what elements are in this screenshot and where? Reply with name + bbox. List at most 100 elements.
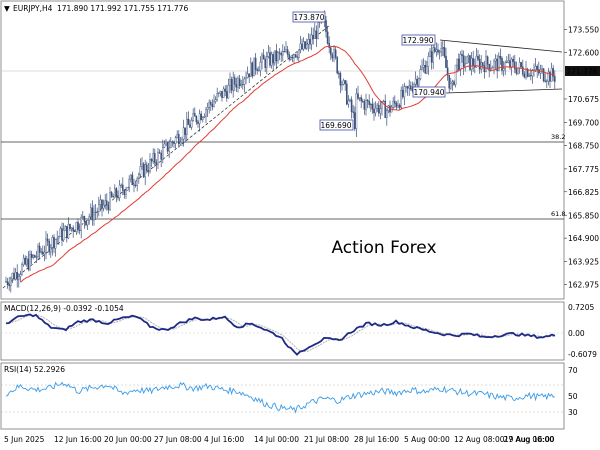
candle-body [459, 54, 462, 71]
time-tick-label: 20 Jun 00:00 [104, 435, 152, 444]
candle-body [483, 65, 486, 73]
current-price-tag-text: 171.776 [566, 67, 597, 76]
candle-body [58, 236, 60, 239]
time-tick-label: 5 Aug 00:00 [404, 435, 450, 444]
candle-body [467, 55, 470, 58]
candle-body [525, 68, 527, 78]
fib-level-38-label: 38.2 [551, 133, 565, 141]
candle-body [442, 47, 444, 49]
candle-body [371, 103, 374, 110]
candle-body [34, 255, 36, 258]
candle-body [430, 51, 433, 63]
candle-body [408, 85, 411, 89]
candle-body [482, 62, 484, 66]
candle-body [182, 127, 185, 140]
candle-body [341, 83, 343, 86]
candle-body [290, 57, 292, 60]
candle-body [201, 117, 204, 120]
time-tick-label: 4 Jul 16:00 [204, 435, 244, 444]
candle-body [136, 178, 139, 186]
candle-body [65, 226, 68, 239]
candle-body [294, 54, 297, 57]
time-tick-label: 27 Aug 00:00 [503, 435, 554, 444]
callout-170940-text: 170.940 [413, 88, 444, 97]
candle-body [355, 93, 358, 130]
candle-body [256, 69, 259, 71]
candle-body [22, 257, 25, 265]
candle-body [333, 49, 335, 59]
candle-body [451, 81, 454, 84]
candle-body [61, 228, 63, 241]
candle-body [254, 57, 257, 70]
header-arrow-icon[interactable]: ▼ [4, 4, 10, 13]
candle-body [317, 21, 319, 39]
callout-172990-text: 172.990 [402, 36, 433, 45]
price-tick-label: 163.925 [568, 258, 599, 267]
candle-body [158, 152, 161, 154]
candle-body [24, 257, 27, 265]
rsi-tick-70: 70 [568, 366, 578, 375]
candle-body [352, 111, 355, 113]
candle-body [32, 255, 34, 258]
candle-body [13, 273, 15, 280]
candle-body [75, 222, 78, 232]
candle-body [542, 68, 545, 82]
candle-body [405, 86, 407, 88]
candle-body [398, 104, 401, 108]
candle-body [554, 76, 556, 82]
candle-body [434, 47, 436, 52]
candle-body [416, 78, 419, 86]
candle-body [515, 68, 518, 74]
candle-body [14, 271, 17, 280]
candle-body [347, 100, 350, 105]
candle-body [429, 51, 431, 57]
candle-body [278, 52, 281, 54]
candle-body [217, 92, 220, 94]
candle-body [229, 79, 231, 86]
candle-body [517, 67, 519, 74]
candle-body [480, 62, 483, 70]
candle-body [29, 254, 31, 270]
price-candles [5, 10, 556, 293]
candle-body [379, 108, 382, 114]
candle-body [362, 100, 364, 102]
price-tick-label: 164.900 [568, 234, 599, 243]
candle-body [195, 116, 198, 123]
candle-body [446, 67, 449, 76]
candle-body [338, 72, 340, 74]
candle-body [306, 44, 308, 49]
time-tick-label: 14 Jul 00:00 [254, 435, 299, 444]
candle-body [37, 245, 39, 257]
time-tick-label: 19 Aug 16:00 [504, 435, 555, 444]
candle-body [185, 118, 188, 135]
candle-body [528, 75, 530, 77]
candle-body [53, 237, 55, 249]
candle-body [462, 55, 465, 67]
callout-173870-text: 173.870 [293, 13, 324, 22]
candle-body [177, 134, 180, 145]
candle-body [458, 58, 460, 71]
price-tick-label: 172.600 [568, 49, 599, 58]
candle-body [302, 41, 305, 50]
candle-body [246, 73, 249, 78]
candle-body [206, 107, 209, 110]
candle-body [126, 187, 129, 191]
candle-body [293, 54, 295, 59]
candle-body [307, 39, 310, 45]
candle-body [174, 137, 177, 144]
rsi-title: RSI(14) 52.2926 [4, 365, 65, 374]
candle-body [248, 73, 251, 77]
candle-body [437, 49, 439, 53]
candle-body [173, 142, 175, 144]
candle-body [456, 58, 459, 66]
callout-173870: 173.870 [292, 11, 326, 23]
candle-body [16, 271, 19, 280]
rsi-tick-30: 30 [568, 408, 578, 417]
candle-body [99, 199, 102, 205]
candle-body [394, 100, 396, 104]
candle-body [422, 65, 425, 68]
candle-body [269, 52, 271, 66]
candle-body [304, 41, 307, 49]
candle-body [181, 139, 183, 143]
candle-body [169, 141, 172, 149]
